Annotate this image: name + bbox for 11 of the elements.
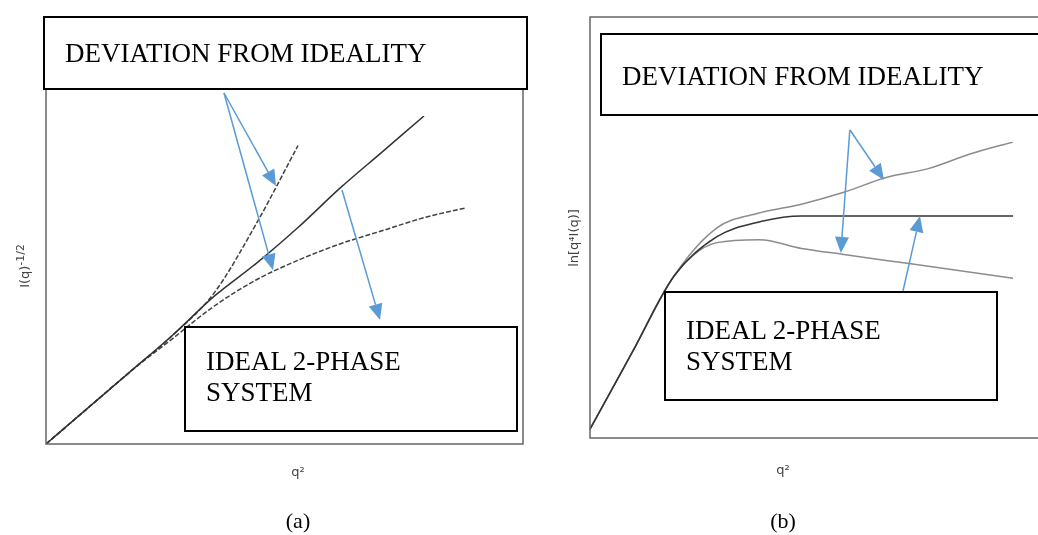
annotation: IDEAL 2-PHASE SYSTEM bbox=[686, 315, 881, 376]
annotation: IDEAL 2-PHASE SYSTEM bbox=[206, 346, 401, 407]
x-axis-title: q² bbox=[291, 464, 305, 479]
text-box: DEVIATION FROM IDEALITY bbox=[43, 16, 528, 90]
text-box: IDEAL 2-PHASE SYSTEM bbox=[184, 326, 518, 432]
text: (a) bbox=[285, 508, 311, 534]
y-axis-title: ln[q⁴I(q)] bbox=[565, 209, 581, 267]
text: (b) bbox=[770, 508, 796, 534]
text-box: DEVIATION FROM IDEALITY bbox=[600, 33, 1038, 116]
x-axis-title: q² bbox=[776, 462, 790, 477]
text-box: IDEAL 2-PHASE SYSTEM bbox=[664, 291, 998, 401]
